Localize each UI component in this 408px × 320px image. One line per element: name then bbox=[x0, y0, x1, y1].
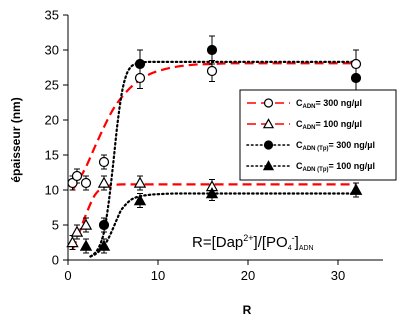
legend-marker bbox=[262, 118, 275, 129]
data-point-series-3 bbox=[134, 58, 146, 70]
data-point-series-1 bbox=[98, 156, 110, 168]
data-point-series-1 bbox=[71, 170, 83, 182]
legend-marker bbox=[262, 160, 275, 171]
legend-entry-main: C bbox=[296, 161, 303, 171]
ratio-annotation-adn: ADN bbox=[299, 245, 314, 252]
legend-entry-main: C bbox=[296, 140, 303, 150]
data-point-series-3 bbox=[98, 219, 110, 231]
data-point-series-1 bbox=[80, 177, 92, 189]
legend-marker bbox=[263, 98, 274, 108]
y-tick-label: 5 bbox=[52, 218, 59, 233]
data-point-series-3 bbox=[350, 72, 362, 84]
legend-entry-subscript: ADN (Tp) bbox=[303, 167, 329, 173]
x-tick-label: 20 bbox=[241, 268, 255, 283]
legend-entry-subscript: ADN bbox=[303, 125, 316, 131]
fit-curve bbox=[71, 183, 356, 250]
data-point-series-1 bbox=[350, 58, 362, 70]
legend-entry: CADN= 300 ng/µl bbox=[296, 98, 362, 110]
y-axis-title: épaisseur (nm) bbox=[9, 97, 23, 182]
data-point-series-2 bbox=[79, 218, 93, 230]
x-tick-label: 0 bbox=[64, 268, 71, 283]
data-point-series-4 bbox=[133, 194, 147, 206]
y-tick-label: 20 bbox=[45, 113, 59, 128]
y-tick-label: 35 bbox=[45, 8, 59, 23]
legend-entry-rest: = 300 ng/µl bbox=[316, 98, 362, 108]
legend-entry: CADN= 100 ng/µl bbox=[296, 119, 362, 131]
y-tick-label: 10 bbox=[45, 183, 59, 198]
legend-entry-rest: = 300 ng/µl bbox=[329, 140, 375, 150]
data-point-series-4 bbox=[97, 239, 111, 251]
legend-entry: CADN (Tp)= 300 ng/µl bbox=[296, 140, 375, 152]
legend-entry-rest: = 100 ng/µl bbox=[316, 119, 362, 129]
fit-curve bbox=[71, 62, 356, 191]
ratio-annotation-charge: 2+ bbox=[243, 233, 253, 243]
data-point-series-4 bbox=[349, 183, 363, 195]
legend-entry: CADN (Tp)= 100 ng/µl bbox=[296, 161, 375, 173]
data-point-series-2 bbox=[70, 225, 84, 237]
legend-entry-main: C bbox=[296, 119, 303, 129]
x-axis-title: R bbox=[243, 303, 252, 317]
data-point-series-4 bbox=[79, 239, 93, 251]
ratio-annotation-prefix: R=[Dap bbox=[192, 234, 243, 251]
y-tick-label: 25 bbox=[45, 78, 59, 93]
ratio-annotation-minus: - bbox=[292, 233, 295, 243]
ratio-annotation: R=[Dap2+]/[PO4-]ADN bbox=[192, 233, 314, 252]
legend-entry-main: C bbox=[296, 98, 303, 108]
data-point-series-3 bbox=[206, 44, 218, 56]
ratio-annotation-mid: ]/[PO bbox=[254, 234, 288, 251]
ratio-annotation-index: 4 bbox=[288, 245, 292, 252]
data-point-series-4 bbox=[205, 187, 219, 199]
data-point-series-2 bbox=[66, 236, 79, 248]
data-point-series-2 bbox=[97, 176, 111, 188]
data-point-series-1 bbox=[206, 65, 218, 77]
x-tick-label: 30 bbox=[331, 268, 345, 283]
y-tick-label: 15 bbox=[45, 148, 59, 163]
y-tick-label: 0 bbox=[52, 253, 59, 268]
legend-marker bbox=[263, 140, 274, 150]
legend-entry-subscript: ADN (Tp) bbox=[303, 146, 329, 152]
legend-entry-subscript: ADN bbox=[303, 104, 316, 110]
ratio-annotation-close: ] bbox=[295, 234, 299, 251]
x-tick-label: 10 bbox=[151, 268, 165, 283]
data-point-series-1 bbox=[134, 72, 146, 84]
data-point-series-2 bbox=[133, 176, 147, 188]
axes: 0 5 10 15 20 25 30 35 0 10 20 30 bbox=[45, 8, 383, 283]
legend-entry-rest: = 100 ng/µl bbox=[329, 161, 375, 171]
y-tick-label: 30 bbox=[45, 43, 59, 58]
data-markers bbox=[66, 44, 363, 251]
fit-curve bbox=[89, 192, 358, 258]
